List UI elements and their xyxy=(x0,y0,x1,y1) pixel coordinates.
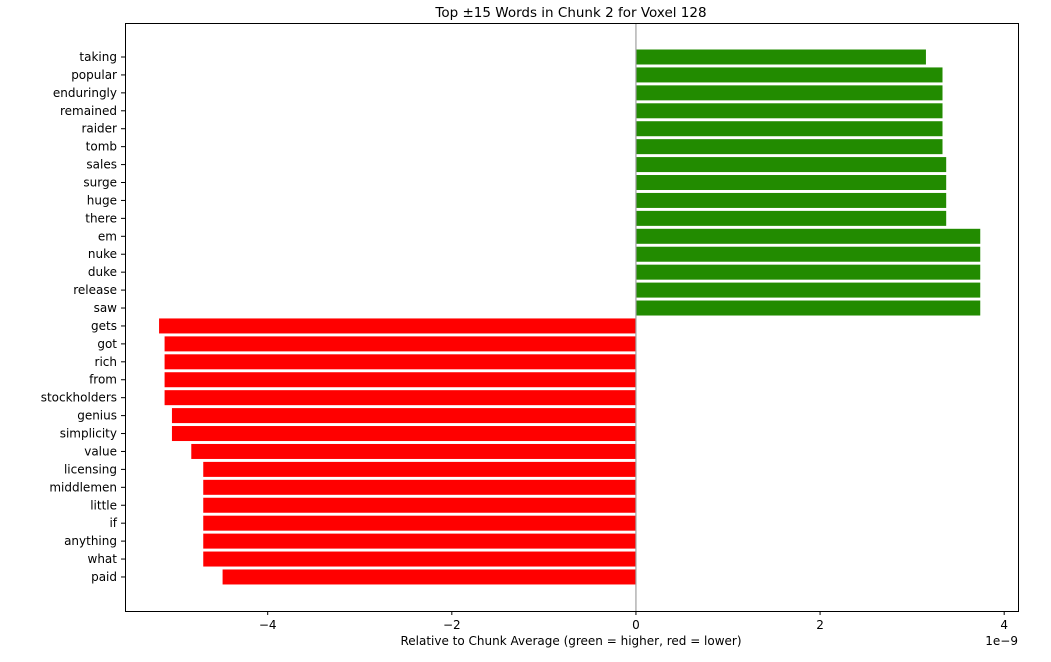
y-tick-label: got xyxy=(97,337,117,351)
y-tick-label: nuke xyxy=(88,247,117,261)
chart-title: Top ±15 Words in Chunk 2 for Voxel 128 xyxy=(434,5,706,21)
y-tick-label: licensing xyxy=(64,462,117,476)
bar-remained xyxy=(635,103,943,119)
x-tick-label: 4 xyxy=(1000,618,1008,632)
bar-enduringly xyxy=(635,85,943,101)
bar-surge xyxy=(635,175,947,191)
y-tick-label: tomb xyxy=(86,140,117,154)
y-tick-label: remained xyxy=(60,104,117,118)
bar-release xyxy=(635,282,981,298)
y-tick-label: value xyxy=(84,444,117,458)
bar-if xyxy=(203,515,636,531)
x-tick-label: 2 xyxy=(816,618,824,632)
x-tick-label: −4 xyxy=(259,618,277,632)
bar-taking xyxy=(635,49,926,65)
y-tick-label: little xyxy=(90,498,117,512)
y-tick-label: what xyxy=(88,552,118,566)
y-tick-label: raider xyxy=(81,122,117,136)
y-tick-label: enduringly xyxy=(53,86,117,100)
y-tick-label: rich xyxy=(95,355,117,369)
bar-sales xyxy=(635,157,947,173)
bar-simplicity xyxy=(171,426,636,442)
bar-anything xyxy=(203,533,636,549)
y-tick-label: if xyxy=(109,516,117,530)
bar-duke xyxy=(635,264,981,280)
bar-em xyxy=(635,228,981,244)
y-axis: taking popular enduringly remained raider tom… xyxy=(41,50,125,584)
y-tick-label: em xyxy=(98,229,117,243)
y-tick-label: anything xyxy=(64,534,117,548)
x-axis: −4 −2 0 2 4 xyxy=(259,611,1008,632)
x-tick-label: −2 xyxy=(443,618,461,632)
y-tick-label: release xyxy=(73,283,117,297)
y-tick-label: surge xyxy=(83,176,117,190)
bar-what xyxy=(203,551,636,567)
bar-tomb xyxy=(635,139,943,155)
y-tick-label: from xyxy=(89,373,117,387)
y-tick-label: duke xyxy=(88,265,117,279)
y-tick-label: genius xyxy=(77,409,117,423)
y-tick-label: simplicity xyxy=(60,427,117,441)
y-tick-label: gets xyxy=(91,319,117,333)
bar-nuke xyxy=(635,246,981,262)
bar-little xyxy=(203,497,636,513)
bar-rich xyxy=(164,354,636,370)
x-axis-label: Relative to Chunk Average (green = highe… xyxy=(400,634,741,648)
y-tick-label: there xyxy=(85,211,117,225)
bar-stockholders xyxy=(164,390,636,406)
y-tick-label: popular xyxy=(71,68,117,82)
bar-popular xyxy=(635,67,943,83)
y-tick-label: sales xyxy=(86,158,117,172)
bars-group xyxy=(159,49,981,585)
bar-value xyxy=(191,443,636,459)
x-offset-label: 1e−9 xyxy=(985,634,1018,648)
bar-licensing xyxy=(203,461,636,477)
y-tick-label: stockholders xyxy=(41,391,117,405)
bar-saw xyxy=(635,300,981,316)
bar-got xyxy=(164,336,636,352)
bar-from xyxy=(164,372,636,388)
y-tick-label: taking xyxy=(79,50,117,64)
bar-gets xyxy=(159,318,636,334)
y-tick-label: huge xyxy=(87,193,117,207)
bar-there xyxy=(635,210,947,226)
bar-raider xyxy=(635,121,943,137)
y-tick-label: saw xyxy=(94,301,118,315)
bar-genius xyxy=(171,408,636,424)
y-tick-label: paid xyxy=(91,570,117,584)
y-tick-label: middlemen xyxy=(49,480,117,494)
x-tick-label: 0 xyxy=(632,618,640,632)
bar-huge xyxy=(635,192,947,208)
bar-paid xyxy=(222,569,636,585)
plot-frame xyxy=(125,23,1019,612)
bar-middlemen xyxy=(203,479,636,495)
